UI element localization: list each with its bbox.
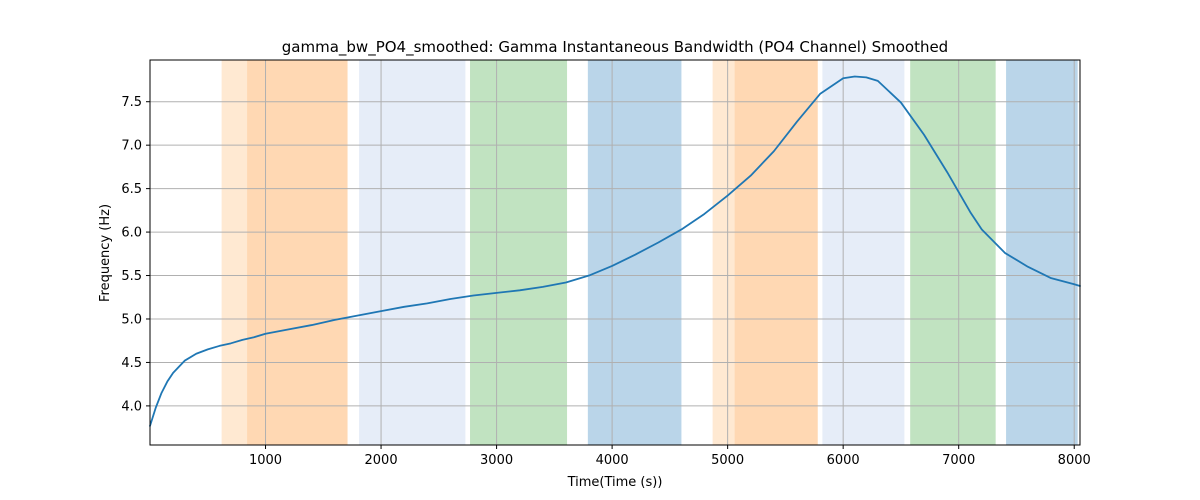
x-tick-label: 4000 (596, 453, 629, 468)
x-axis-label: Time(Time (s)) (567, 475, 663, 490)
grid-lines (150, 60, 1080, 445)
x-axis-ticks: 1000 2000 3000 4000 5000 6000 7000 8000 (249, 445, 1091, 468)
chart-title: gamma_bw_PO4_smoothed: Gamma Instantaneo… (282, 38, 948, 57)
y-tick-label: 5.0 (121, 312, 142, 327)
x-tick-label: 7000 (942, 453, 975, 468)
y-tick-label: 4.0 (121, 399, 142, 414)
y-tick-label: 5.5 (121, 269, 142, 284)
y-tick-label: 7.5 (121, 95, 142, 110)
highlight-band-2 (247, 60, 348, 445)
x-tick-label: 1000 (249, 453, 282, 468)
series-line-1 (149, 75, 1081, 427)
highlight-bands (221, 60, 1078, 445)
plot-frame (149, 59, 1081, 446)
y-tick-label: 6.0 (121, 226, 142, 241)
highlight-band-3 (359, 60, 466, 445)
y-tick-label: 4.5 (121, 356, 142, 371)
x-tick-label: 3000 (480, 453, 513, 468)
plot-series (149, 75, 1081, 427)
highlight-band-1 (221, 60, 248, 445)
x-tick-label: 2000 (365, 453, 398, 468)
highlight-band-5 (587, 60, 682, 445)
highlight-band-7 (734, 60, 818, 445)
x-tick-label: 6000 (827, 453, 860, 468)
highlight-band-6 (712, 60, 735, 445)
y-axis-ticks: 4.0 4.5 5.0 5.5 6.0 6.5 7.0 7.5 (121, 95, 150, 414)
highlight-band-8 (822, 60, 905, 445)
x-tick-label: 8000 (1058, 453, 1091, 468)
y-tick-label: 7.0 (121, 139, 142, 154)
y-axis-label: Frequency (Hz) (98, 204, 113, 302)
y-tick-label: 6.5 (121, 182, 142, 197)
highlight-band-10 (1006, 60, 1078, 445)
highlight-band-4 (470, 60, 568, 445)
highlight-band-9 (910, 60, 996, 445)
x-tick-label: 5000 (711, 453, 744, 468)
